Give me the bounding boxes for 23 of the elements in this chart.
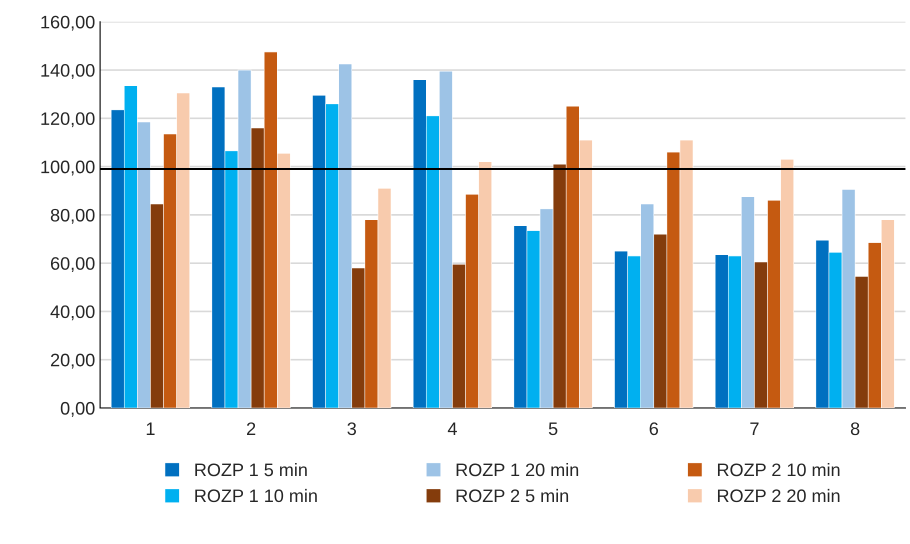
x-tick-label: 1 bbox=[146, 422, 155, 435]
legend-label: ROZP 2 10 min bbox=[718, 462, 840, 476]
legend-label: ROZP 1 20 min bbox=[456, 462, 578, 476]
y-tick-label: 120,00 bbox=[41, 112, 95, 128]
legend-label: ROZP 1 5 min bbox=[195, 462, 307, 476]
x-tick-label: 3 bbox=[347, 422, 356, 436]
legend-label: ROZP 2 20 min bbox=[718, 488, 840, 502]
y-tick-label: 0,00 bbox=[60, 402, 95, 417]
x-tick-label: 4 bbox=[448, 422, 457, 435]
y-tick-label: 140,00 bbox=[41, 64, 95, 79]
legend-label: ROZP 2 5 min bbox=[456, 488, 568, 502]
y-tick-label: 60,00 bbox=[50, 257, 95, 272]
y-tick-label: 80,00 bbox=[50, 208, 95, 224]
x-tick-label: 2 bbox=[246, 422, 256, 435]
y-tick-label: 160,00 bbox=[41, 16, 95, 31]
x-tick-label: 5 bbox=[548, 422, 558, 436]
y-tick-label: 40,00 bbox=[50, 305, 95, 320]
legend-label: ROZP 1 10 min bbox=[195, 488, 317, 502]
y-tick-label: 100,00 bbox=[41, 160, 95, 176]
x-tick-label: 8 bbox=[850, 422, 860, 436]
y-tick-label: 20,00 bbox=[50, 354, 95, 369]
x-tick-label: 7 bbox=[750, 422, 759, 435]
x-tick-label: 6 bbox=[650, 422, 658, 436]
